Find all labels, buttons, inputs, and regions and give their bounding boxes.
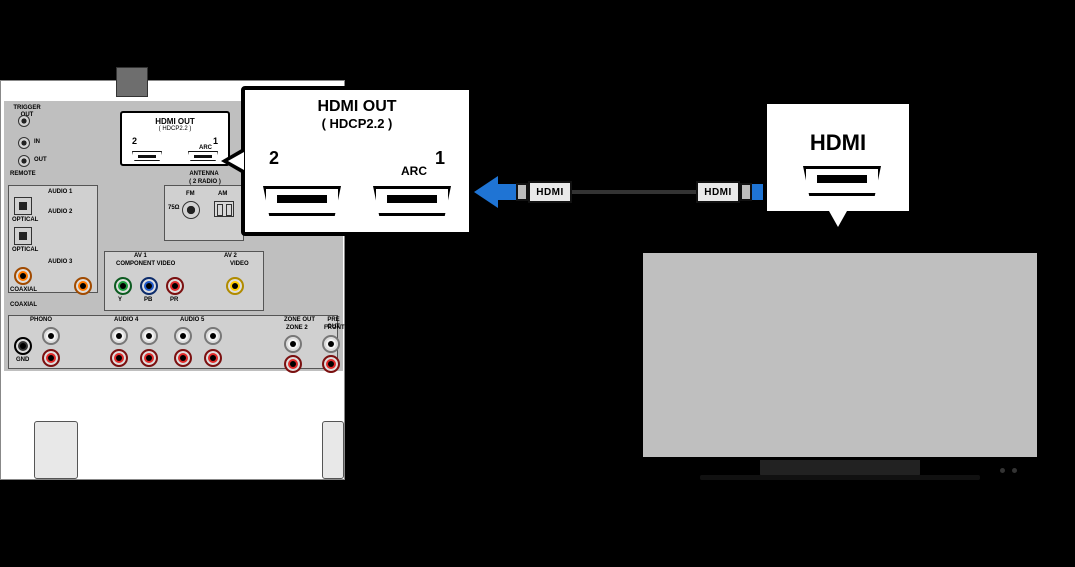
lbl-pb: PB	[144, 297, 152, 304]
label-front: FRONT	[324, 325, 345, 332]
port-arc: ARC	[401, 164, 427, 178]
tv-hdmi-port	[803, 166, 881, 196]
label-am: AM	[218, 191, 227, 198]
tv-base	[700, 475, 980, 480]
am-terminal	[214, 201, 234, 217]
label-audio3: AUDIO 3	[48, 259, 72, 266]
label-zone: ZONE OUT	[284, 317, 315, 324]
hdmi-out-callout-bubble: HDMI OUT ( HDCP2.2 ) 2 1 ARC	[241, 86, 473, 236]
lbl-pr: PR	[170, 297, 178, 304]
rca-y	[114, 277, 132, 295]
port-number-2: 2	[269, 148, 279, 169]
tv-screen	[640, 250, 1040, 460]
phono-l	[42, 327, 60, 345]
optical-2	[14, 227, 32, 245]
rca-pr	[166, 277, 184, 295]
lbl-y: Y	[118, 297, 122, 304]
label-coaxial-2: COAXIAL	[10, 302, 37, 309]
pre-l	[322, 335, 340, 353]
a4-l	[110, 327, 128, 345]
arrow-left-icon	[474, 172, 518, 212]
tv-callout-title: HDMI	[767, 130, 909, 156]
label-ohm: 75Ω	[168, 205, 179, 212]
hdmi-plug-label-right: HDMI	[696, 181, 740, 203]
label-out: OUT	[34, 157, 47, 164]
label-optical-2: OPTICAL	[12, 247, 38, 254]
label-antenna-sub: ( 2 RADIO )	[180, 179, 230, 186]
a4-l2	[140, 327, 158, 345]
label-av2: AV 2	[224, 253, 237, 260]
hdmi-plug-tip-right	[740, 183, 752, 201]
a5-r2	[204, 349, 222, 367]
fm-jack	[182, 201, 200, 219]
label-remote: REMOTE	[10, 171, 36, 178]
label-coaxial: COAXIAL	[10, 287, 37, 294]
label-audio2: AUDIO 2	[48, 209, 72, 216]
label-audio1: AUDIO 1	[48, 189, 72, 196]
hdmi-plug-label-left: HDMI	[528, 181, 572, 203]
hdmi-port-1-arc	[373, 186, 451, 216]
coax-jack	[14, 267, 32, 285]
television	[640, 250, 1040, 480]
small-hdmi-2	[132, 151, 162, 161]
callout-spec: ( HDCP2.2 )	[245, 116, 469, 131]
a5-r	[174, 349, 192, 367]
zone-r	[284, 355, 302, 373]
label-av1: AV 1	[134, 253, 147, 260]
hdmi-port-2	[263, 186, 341, 216]
receiver-foot-right	[322, 421, 344, 479]
a4-r2	[140, 349, 158, 367]
jack-trigger	[18, 115, 30, 127]
receiver-foot-left	[34, 421, 78, 479]
a5-l2	[204, 327, 222, 345]
small-callout-spec: ( HDCP2.2 )	[122, 126, 228, 132]
label-phono: PHONO	[30, 317, 52, 324]
phono-r	[42, 349, 60, 367]
tv-hdmi-callout-bubble: HDMI	[763, 100, 913, 215]
hdmi-cable	[572, 190, 696, 194]
label-audio4: AUDIO 4	[114, 317, 138, 324]
callout-tail-left	[221, 147, 245, 175]
small-p2: 2	[132, 137, 137, 147]
small-hdmi-1	[188, 151, 218, 161]
hdmi-plug-tip-left	[516, 183, 528, 201]
port-number-1: 1	[435, 148, 445, 169]
callout-title: HDMI OUT	[245, 98, 469, 116]
rca-video	[226, 277, 244, 295]
pre-r	[322, 355, 340, 373]
label-fm: FM	[186, 191, 195, 198]
rca-pb	[140, 277, 158, 295]
label-component: COMPONENT VIDEO	[116, 261, 175, 268]
small-p1: 1	[213, 137, 218, 147]
zone-l	[284, 335, 302, 353]
jack-remote-out	[18, 155, 30, 167]
small-arc: ARC	[199, 145, 212, 152]
tv-led-2	[1012, 468, 1017, 473]
a5-l	[174, 327, 192, 345]
label-optical-1: OPTICAL	[12, 217, 38, 224]
label-audio5: AUDIO 5	[180, 317, 204, 324]
optical-1	[14, 197, 32, 215]
callout-tail-bottom	[824, 211, 852, 235]
small-callout-title: HDMI OUT	[122, 117, 228, 126]
connection-diagram: TRIGGER OUT IN OUT REMOTE AUDIO 1 OPTICA…	[0, 80, 1075, 500]
phono-gnd	[14, 337, 32, 355]
tv-led-1	[1000, 468, 1005, 473]
receiver-top-tab	[116, 67, 148, 97]
label-in: IN	[34, 139, 40, 146]
a4-r	[110, 349, 128, 367]
label-gnd: GND	[16, 357, 29, 364]
label-zone2: ZONE 2	[286, 325, 308, 332]
jack-remote-in	[18, 137, 30, 149]
label-video: VIDEO	[230, 261, 249, 268]
small-hdmi-out-callout: HDMI OUT ( HDCP2.2 ) 2 1 ARC	[120, 111, 230, 166]
rca-coax2	[74, 277, 92, 295]
